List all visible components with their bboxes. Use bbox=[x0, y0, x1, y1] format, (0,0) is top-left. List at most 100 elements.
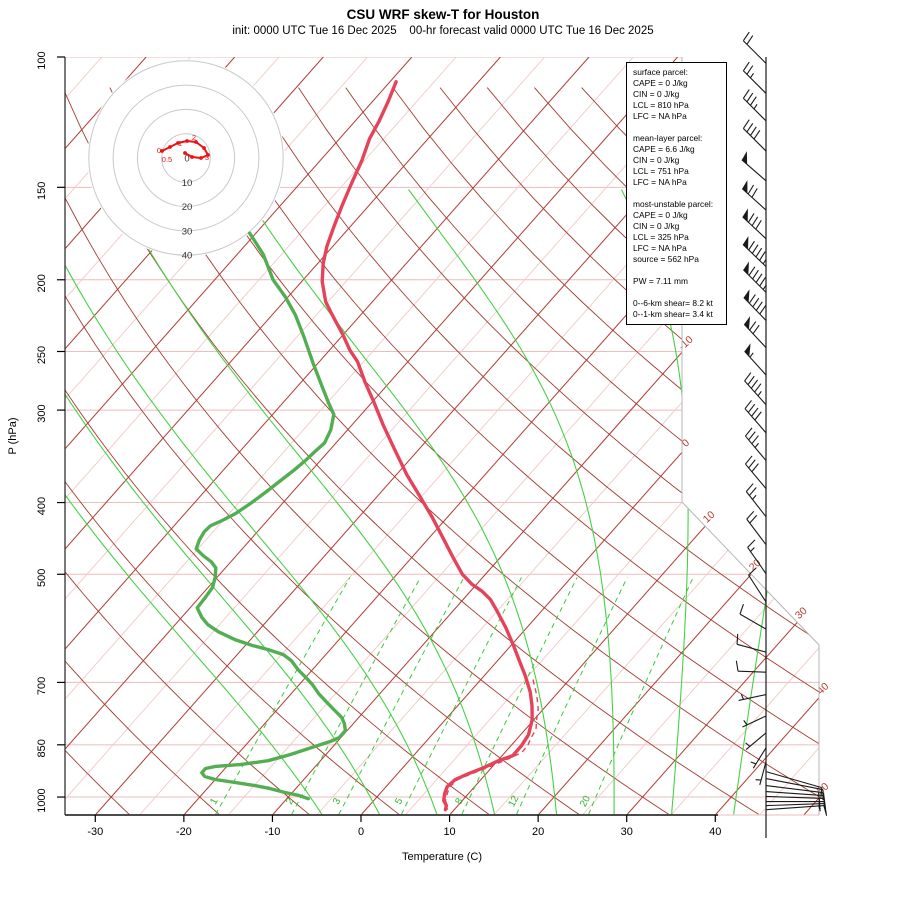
wind-barb bbox=[742, 236, 767, 268]
parcel-box-line: CAPE = 0 J/kg bbox=[633, 210, 688, 220]
page-title: CSU WRF skew-T for Houston bbox=[346, 7, 540, 22]
parcel-box-line: LFC = NA hPa bbox=[633, 177, 687, 187]
hodograph-ring-label: 20 bbox=[182, 202, 193, 213]
parcel-box-line: 0--1-km shear= 3.4 kt bbox=[633, 309, 713, 319]
chart-subtitle: init: 0000 UTC Tue 16 Dec 2025 00-hr for… bbox=[232, 25, 654, 37]
wind-barb bbox=[742, 119, 767, 152]
temperature-trace bbox=[320, 80, 534, 812]
isotherm-label: 10 bbox=[701, 509, 718, 526]
hodograph-ring bbox=[88, 60, 284, 256]
wind-barb bbox=[744, 343, 767, 376]
parcel-box-line: CAPE = 6.6 J/kg bbox=[633, 144, 695, 154]
x-tick-label: -30 bbox=[87, 826, 103, 838]
wind-barb bbox=[741, 151, 767, 182]
hodograph-height-label: 3 bbox=[205, 153, 209, 162]
parcel-box-spacer bbox=[633, 122, 724, 133]
parcel-box-line: surface parcel: bbox=[633, 67, 688, 77]
y-tick-label: 400 bbox=[36, 497, 48, 515]
y-tick-label: 250 bbox=[36, 346, 48, 364]
x-axis-title: Temperature (C) bbox=[402, 851, 482, 863]
wind-barb bbox=[742, 31, 767, 64]
wind-barb bbox=[739, 603, 767, 630]
parcel-box-line: mean-layer parcel: bbox=[633, 133, 703, 143]
wind-barb bbox=[765, 805, 828, 816]
y-tick-label: 1000 bbox=[36, 788, 48, 812]
hodograph-ring-label: 0 bbox=[184, 154, 189, 165]
parcel-box-spacer bbox=[633, 265, 724, 276]
wind-barbs bbox=[735, 31, 828, 838]
mixing-ratio-label: 1 bbox=[208, 796, 221, 806]
parcel-box-line: LFC = NA hPa bbox=[633, 243, 687, 253]
wind-barb bbox=[745, 732, 767, 751]
parcel-box-line: CAPE = 0 J/kg bbox=[633, 78, 688, 88]
wind-barb bbox=[738, 694, 767, 701]
wind-barb bbox=[742, 261, 767, 293]
x-tick-label: -10 bbox=[264, 826, 280, 838]
wind-barb bbox=[736, 633, 767, 653]
wind-barb bbox=[744, 372, 767, 406]
y-tick-label: 500 bbox=[36, 569, 48, 587]
wind-barb bbox=[745, 483, 767, 518]
wind-barb bbox=[742, 208, 767, 240]
wind-barb bbox=[750, 747, 767, 769]
parcel-box-line: 0--6-km shear= 8.2 kt bbox=[633, 298, 713, 308]
hodograph-ring-label: 10 bbox=[182, 178, 193, 189]
wind-barb bbox=[742, 715, 767, 728]
x-tick-label: 20 bbox=[532, 826, 544, 838]
x-tick-label: 10 bbox=[443, 826, 455, 838]
hodograph-trace bbox=[161, 140, 209, 159]
x-tick-label: 0 bbox=[358, 826, 364, 838]
wind-barb bbox=[743, 289, 767, 321]
wind-barb bbox=[745, 427, 767, 461]
parcel-box-spacer bbox=[633, 188, 724, 199]
axes-frame: -30 -20 -10 0 10 20 30 401001502002503004005007… bbox=[7, 51, 820, 863]
y-axis-title: P (hPa) bbox=[7, 417, 19, 454]
isotherm-label: 20 bbox=[747, 557, 764, 574]
parcel-box-line: most-unstable parcel: bbox=[633, 199, 714, 209]
x-tick-label: 40 bbox=[709, 826, 721, 838]
wind-barb bbox=[743, 316, 767, 348]
hodograph-ring bbox=[136, 108, 236, 208]
hodograph-ring bbox=[112, 84, 260, 232]
parcel-box-line: LCL = 810 hPa bbox=[633, 100, 689, 110]
wind-barb bbox=[747, 539, 767, 574]
y-tick-label: 700 bbox=[36, 677, 48, 695]
hodograph-ring bbox=[161, 133, 211, 183]
hodograph-height-label: 1 bbox=[178, 139, 182, 148]
y-tick-label: 200 bbox=[36, 274, 48, 292]
parcel-box-line: CIN = 0 J/kg bbox=[633, 221, 680, 231]
mixing-ratio-label: 5 bbox=[393, 796, 406, 806]
parcel-box-line: LCL = 751 hPa bbox=[633, 166, 689, 176]
mixing-ratio-label: 12 bbox=[506, 794, 521, 809]
y-tick-label: 100 bbox=[36, 51, 48, 69]
parcel-info-box: surface parcel: CAPE = 0 J/kg CIN = 0 J/kg… bbox=[626, 62, 727, 325]
y-tick-label: 150 bbox=[36, 182, 48, 200]
wind-barb bbox=[741, 180, 767, 211]
x-tick-label: 30 bbox=[621, 826, 633, 838]
wind-barb bbox=[744, 400, 767, 434]
wind-barb bbox=[735, 660, 767, 673]
parcel-box-line: CIN = 0 J/kg bbox=[633, 155, 680, 165]
wind-barb bbox=[742, 89, 767, 122]
wind-barb bbox=[746, 510, 767, 545]
wind-barb bbox=[766, 800, 827, 812]
wind-barb bbox=[755, 761, 767, 786]
hodograph-ring-label: 30 bbox=[182, 226, 193, 237]
parcel-box-line: LCL = 325 hPa bbox=[633, 232, 689, 242]
profile-traces bbox=[194, 80, 539, 812]
hodograph-height-label: 0.5 bbox=[162, 155, 172, 164]
y-tick-label: 850 bbox=[36, 739, 48, 757]
mixing-ratio-label: 2 bbox=[284, 796, 297, 806]
parcel-trace bbox=[444, 679, 539, 810]
mixing-ratio-label: 3 bbox=[331, 796, 344, 806]
parcel-box-line: CIN = 0 J/kg bbox=[633, 89, 680, 99]
parcel-box-spacer bbox=[633, 287, 724, 298]
isotherm-label: 30 bbox=[793, 605, 810, 622]
hodograph-ring-label: 40 bbox=[182, 251, 193, 262]
hodograph-height-label: 2 bbox=[192, 133, 196, 142]
parcel-box-line: LFC = NA hPa bbox=[633, 111, 687, 121]
